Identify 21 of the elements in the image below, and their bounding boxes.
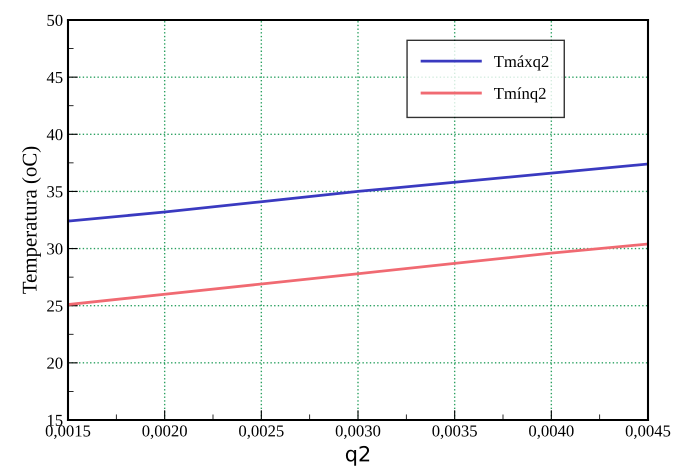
x-tick-label: 0,0040 — [529, 425, 574, 439]
y-tick-label: 30 — [47, 243, 63, 255]
y-tick-label: 45 — [46, 72, 62, 84]
y-tick-label: 15 — [48, 414, 62, 426]
y-axis-title: Temperatura (oC) — [22, 146, 41, 294]
y-tick-label: 50 — [47, 14, 63, 26]
x-tick-label: 0,0015 — [46, 425, 90, 439]
x-axis-title: q2 — [346, 446, 370, 466]
y-tick-label: 25 — [47, 300, 62, 312]
x-tick-label: 0,0020 — [142, 425, 187, 439]
line-series — [68, 242, 648, 306]
line-series — [68, 162, 648, 223]
legend-label: Tmáxq2 — [494, 55, 548, 71]
y-tick-label: 20 — [47, 358, 63, 369]
y-tick-label: 35 — [47, 186, 62, 198]
legend-label: Tmínq2 — [494, 87, 546, 102]
x-tick-label: 0,0030 — [336, 425, 380, 439]
x-tick-label: 0,0045 — [626, 425, 670, 439]
x-tick-label: 0,0035 — [432, 425, 477, 439]
y-tick-label: 40 — [46, 128, 63, 140]
x-tick-label: 0,0025 — [239, 425, 284, 439]
